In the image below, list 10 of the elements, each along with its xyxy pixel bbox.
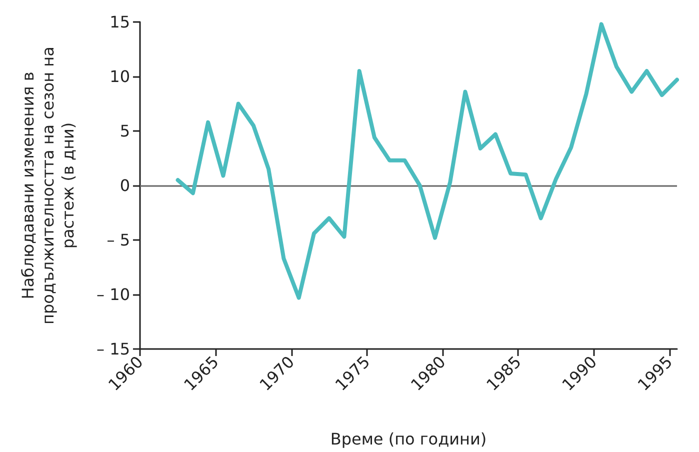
y-tick-label: 0 — [120, 176, 130, 195]
y-tick-label: – 10 — [96, 285, 130, 304]
y-tick-label: 15 — [110, 12, 130, 32]
y-tick-label: – 5 — [106, 230, 130, 250]
y-axis-title: Наблюдавани изменения в продължителността на сезон на растеж (в дни) — [18, 46, 78, 324]
line-series — [176, 22, 679, 300]
x-axis-title: Време (по години) — [330, 430, 487, 448]
y-tick-label: – 15 — [96, 340, 130, 358]
y-tick-label: 10 — [110, 67, 130, 86]
y-tick-label: 5 — [120, 122, 130, 140]
